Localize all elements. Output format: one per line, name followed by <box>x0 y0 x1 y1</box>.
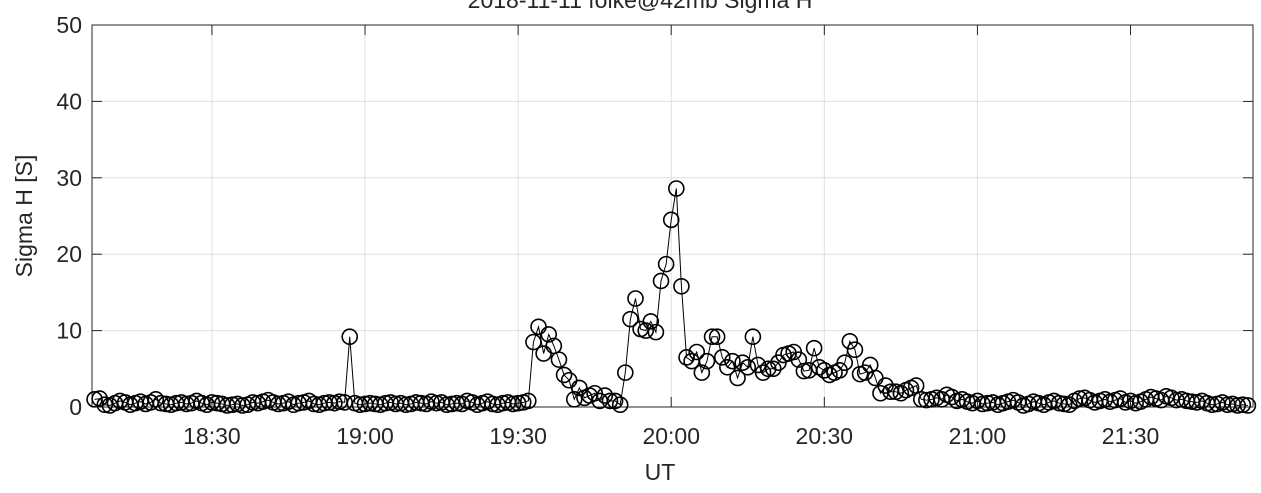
x-tick-label: 21:30 <box>1102 423 1160 449</box>
data-point <box>703 328 721 346</box>
y-tick-label: 30 <box>56 165 82 191</box>
data-point <box>596 387 614 404</box>
data-point <box>754 364 772 381</box>
x-axis-label: UT <box>645 459 676 485</box>
data-point <box>719 358 736 376</box>
data-point <box>1055 395 1073 413</box>
data-point <box>96 396 114 414</box>
data-point <box>943 388 961 406</box>
x-tick-label: 18:30 <box>183 423 241 449</box>
x-tick-label: 19:00 <box>336 423 394 449</box>
data-point <box>795 362 813 380</box>
data-point <box>611 396 629 414</box>
data-point <box>540 326 558 343</box>
data-point <box>341 328 359 346</box>
data-point <box>693 364 711 381</box>
data-point <box>657 255 675 273</box>
data-point <box>708 328 726 346</box>
x-tick-label: 20:00 <box>642 423 700 449</box>
data-point <box>805 339 823 357</box>
data-point <box>724 352 741 370</box>
data-point <box>790 351 808 368</box>
y-tick-label: 40 <box>56 88 82 114</box>
data-point <box>841 332 859 350</box>
plot-frame <box>91 24 1254 408</box>
y-tick-label: 50 <box>56 12 82 38</box>
data-point <box>627 290 644 307</box>
data-point <box>764 360 782 378</box>
data-point <box>1234 396 1252 414</box>
y-axis-label: Sigma H [S] <box>11 155 37 278</box>
data-point <box>698 352 716 370</box>
data-point <box>846 341 864 359</box>
data-point <box>504 395 522 413</box>
data-point <box>509 394 527 412</box>
data-point <box>86 391 103 408</box>
y-tick-label: 20 <box>56 241 82 267</box>
data-point <box>877 377 894 394</box>
data-point <box>550 351 568 368</box>
data-point <box>565 391 583 408</box>
data-point <box>652 272 670 290</box>
x-tick-label: 20:30 <box>796 423 854 449</box>
x-tick-label: 21:00 <box>949 423 1007 449</box>
data-point <box>668 180 685 197</box>
data-point <box>520 392 537 410</box>
data-point <box>759 360 777 378</box>
data-point <box>678 349 695 366</box>
data-point <box>673 277 690 295</box>
data-point <box>555 366 573 384</box>
data-point <box>662 211 680 229</box>
data-point <box>642 313 660 330</box>
data-point <box>729 369 746 387</box>
data-point <box>647 323 665 341</box>
data-point <box>713 349 731 366</box>
data-point <box>836 354 854 371</box>
data-point <box>616 364 634 381</box>
data-point <box>688 343 706 361</box>
data-point <box>525 333 542 351</box>
data-point <box>1071 390 1088 407</box>
data-point <box>1060 396 1078 414</box>
data-point <box>637 322 655 339</box>
data-point <box>1239 397 1257 414</box>
data-point <box>744 328 762 346</box>
y-tick-label: 0 <box>69 394 82 420</box>
data-point <box>147 391 165 408</box>
x-tick-label: 19:30 <box>489 423 547 449</box>
data-point <box>203 394 221 411</box>
data-point <box>601 392 619 410</box>
data-point <box>739 358 757 376</box>
data-point <box>622 310 639 328</box>
y-tick-label: 10 <box>56 318 82 344</box>
data-point <box>606 392 624 410</box>
data-point <box>1229 397 1246 414</box>
data-point <box>1112 390 1129 407</box>
chart-title: 2018-11-11 folke@42mb Sigma H <box>468 0 813 13</box>
data-point <box>443 395 461 413</box>
